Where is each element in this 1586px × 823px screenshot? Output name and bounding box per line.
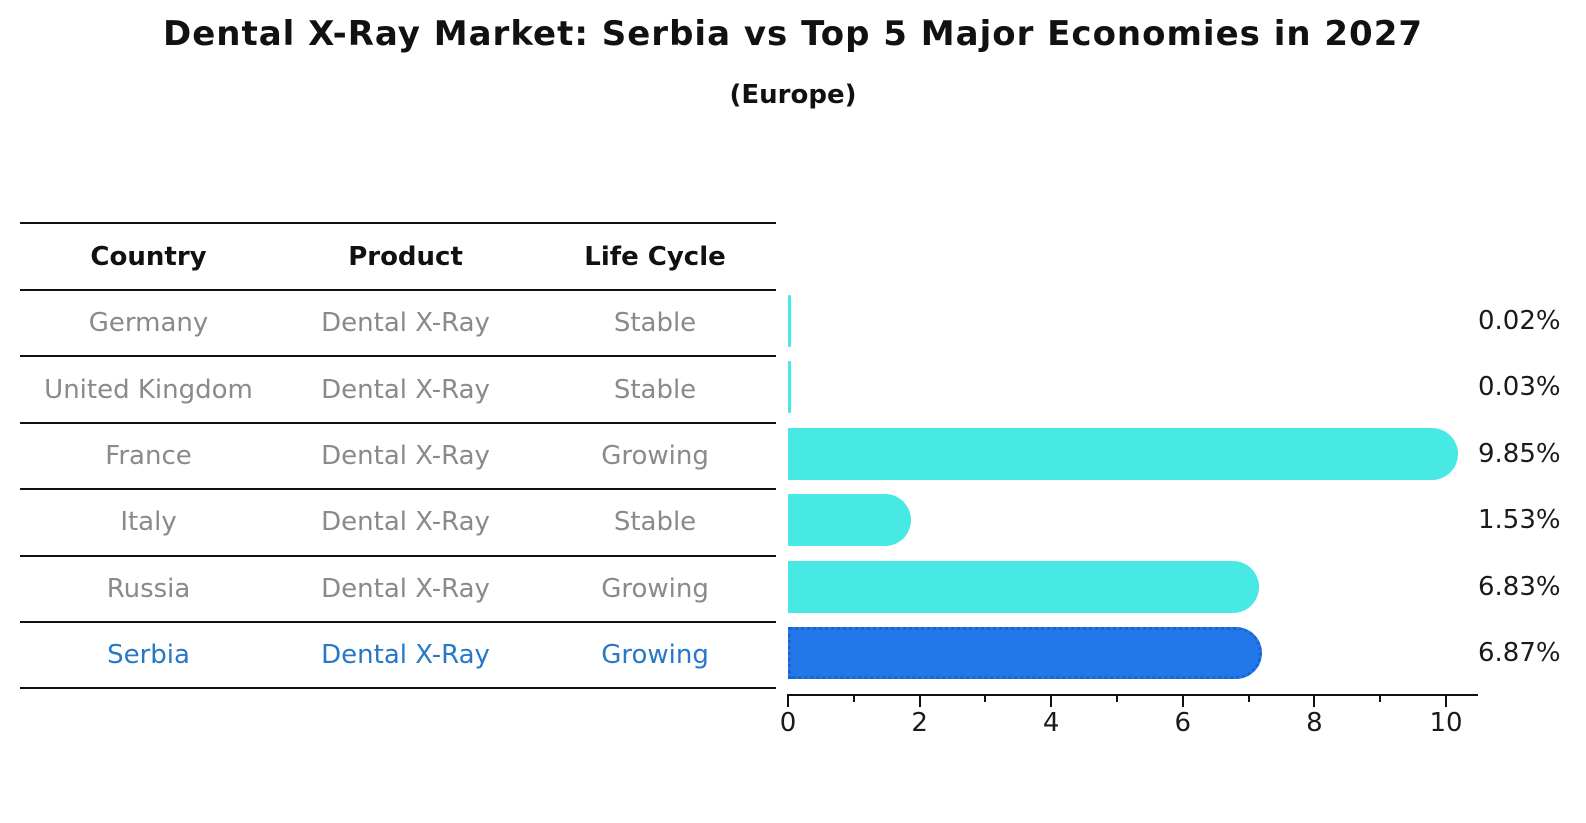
table-row-serbia: Serbia Dental X-Ray Growing: [20, 623, 776, 690]
x-axis-tick: [1445, 694, 1447, 707]
bar-value-label: 0.02%: [1478, 306, 1561, 336]
country-cell: Italy: [120, 507, 177, 538]
country-cell: France: [105, 440, 192, 471]
x-axis-tick-label: 4: [1042, 708, 1060, 738]
bar-value-label: 6.87%: [1478, 638, 1561, 668]
bar-russia: [788, 560, 1260, 613]
x-axis-tick: [787, 694, 789, 707]
x-axis-tick: [1181, 694, 1184, 707]
x-axis-minor-tick: [984, 694, 987, 702]
bar-italy: [788, 494, 911, 547]
chart-title: Dental X-Ray Market: Serbia vs Top 5 Maj…: [162, 14, 1424, 54]
x-axis-tick-label: 0: [779, 708, 797, 738]
x-axis-spine: [788, 694, 1478, 696]
table-row-france: France Dental X-Ray Growing: [20, 424, 776, 491]
product-cell: Dental X-Ray: [321, 374, 490, 405]
bar-france: [788, 427, 1459, 480]
life-cycle-cell: Stable: [613, 308, 697, 339]
table-row-united-kingdom: United Kingdom Dental X-Ray Stable: [20, 357, 776, 424]
product-cell: Dental X-Ray: [321, 440, 490, 471]
x-axis-minor-tick: [1247, 694, 1250, 702]
bar-serbia: [788, 627, 1263, 679]
x-axis-tick-label: 8: [1306, 708, 1323, 738]
x-axis-minor-tick: [1116, 694, 1118, 702]
life-cycle-cell: Stable: [613, 374, 697, 405]
x-axis-tick-label: 6: [1174, 708, 1192, 738]
chart-subtitle: (Europe): [729, 80, 857, 110]
product-cell: Dental X-Ray: [321, 507, 490, 538]
bar-united-kingdom: [788, 361, 792, 414]
product-cell: Dental X-Ray: [321, 573, 490, 604]
country-cell: Germany: [88, 308, 209, 339]
product-cell: Dental X-Ray: [321, 640, 490, 671]
country-cell: Serbia: [107, 640, 190, 671]
x-axis-tick: [918, 694, 921, 707]
life-cycle-cell: Stable: [613, 507, 697, 538]
bar-value-label: 0.03%: [1478, 372, 1561, 403]
table-row-italy: Italy Dental X-Ray Stable: [20, 490, 776, 557]
bar-germany: [788, 295, 791, 347]
life-cycle-cell: Growing: [601, 440, 709, 471]
bar-value-label: 6.83%: [1478, 571, 1561, 602]
x-axis-minor-tick: [852, 694, 855, 702]
column-header-product: Product: [348, 241, 463, 272]
life-cycle-cell: Growing: [601, 573, 709, 604]
x-axis-tick-label: 2: [911, 708, 928, 738]
bar-value-label: 1.53%: [1478, 505, 1561, 536]
country-cell: United Kingdom: [44, 374, 253, 405]
bar-value-label: 9.85%: [1478, 438, 1561, 469]
column-header-life-cycle: Life Cycle: [584, 241, 726, 272]
x-axis-tick: [1313, 694, 1316, 707]
table-header-row: Country Product Life Cycle: [20, 224, 776, 291]
product-cell: Dental X-Ray: [321, 308, 490, 339]
x-axis-tick: [1050, 694, 1053, 707]
country-cell: Russia: [106, 573, 191, 604]
table-row-russia: Russia Dental X-Ray Growing: [20, 557, 776, 623]
x-axis-tick-label: 10: [1429, 708, 1463, 738]
table-row-germany: Germany Dental X-Ray Stable: [20, 291, 776, 358]
column-header-country: Country: [90, 241, 207, 272]
x-axis-minor-tick: [1379, 694, 1382, 702]
country-table: Country Product Life Cycle Germany Denta…: [20, 222, 776, 690]
life-cycle-cell: Growing: [601, 640, 709, 671]
